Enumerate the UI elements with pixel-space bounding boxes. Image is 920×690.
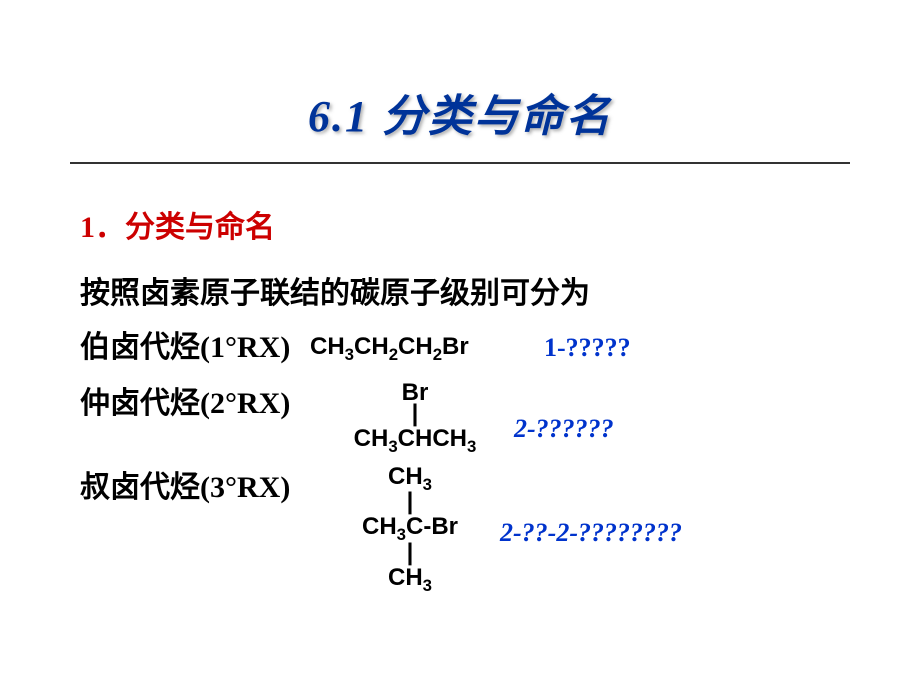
secondary-name: 2-?????? <box>514 408 614 450</box>
row-tertiary: 叔卤代烃(3°RX) CH3 | CH3C-Br | CH3 2-??-2-??… <box>80 464 860 595</box>
section-heading: 1．分类与命名 <box>80 204 860 252</box>
slide-title: 6.1 分类与命名 <box>0 0 920 144</box>
primary-formula: CH3CH2CH2Br <box>310 328 520 369</box>
row-secondary: 仲卤代烃(2°RX) Br | CH3CHCH3 2-?????? <box>80 380 860 456</box>
secondary-formula: Br | CH3CHCH3 <box>310 380 490 456</box>
secondary-label: 仲卤代烃(2°RX) <box>80 380 310 428</box>
row-primary: 伯卤代烃(1°RX) CH3CH2CH2Br 1-????? <box>80 324 860 372</box>
tertiary-formula: CH3 | CH3C-Br | CH3 <box>310 464 490 595</box>
tertiary-name: 2-??-2-???????? <box>500 512 682 554</box>
primary-label: 伯卤代烃(1°RX) <box>80 324 310 372</box>
content-area: 1．分类与命名 按照卤素原子联结的碳原子级别可分为 伯卤代烃(1°RX) CH3… <box>0 164 920 594</box>
intro-text: 按照卤素原子联结的碳原子级别可分为 <box>80 270 860 318</box>
tertiary-label: 叔卤代烃(3°RX) <box>80 464 310 512</box>
primary-name: 1-????? <box>544 327 631 369</box>
